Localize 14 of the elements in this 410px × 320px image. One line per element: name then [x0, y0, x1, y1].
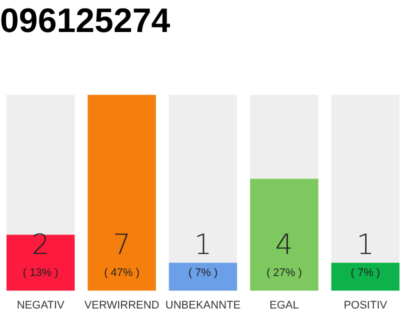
data-label: 7 ( 47% ): [104, 228, 140, 279]
x-tick-label: EGAL: [270, 299, 299, 312]
bar: [6, 234, 75, 291]
chart-title: 096125274: [0, 2, 170, 40]
x-tick-label: NEGATIV: [16, 299, 65, 312]
x-tick-label: POSITIV: [344, 299, 388, 312]
bar: [168, 262, 238, 291]
data-label: 1 ( 7% ): [188, 228, 218, 279]
bar: [331, 262, 400, 291]
x-tick-label: VERWIRREND: [84, 299, 160, 312]
data-label: 1 ( 7% ): [350, 228, 380, 279]
data-label: 2 ( 13% ): [22, 228, 58, 279]
x-tick-label: UNBEKANNTE: [165, 299, 241, 312]
data-label: 4 ( 27% ): [266, 228, 302, 279]
